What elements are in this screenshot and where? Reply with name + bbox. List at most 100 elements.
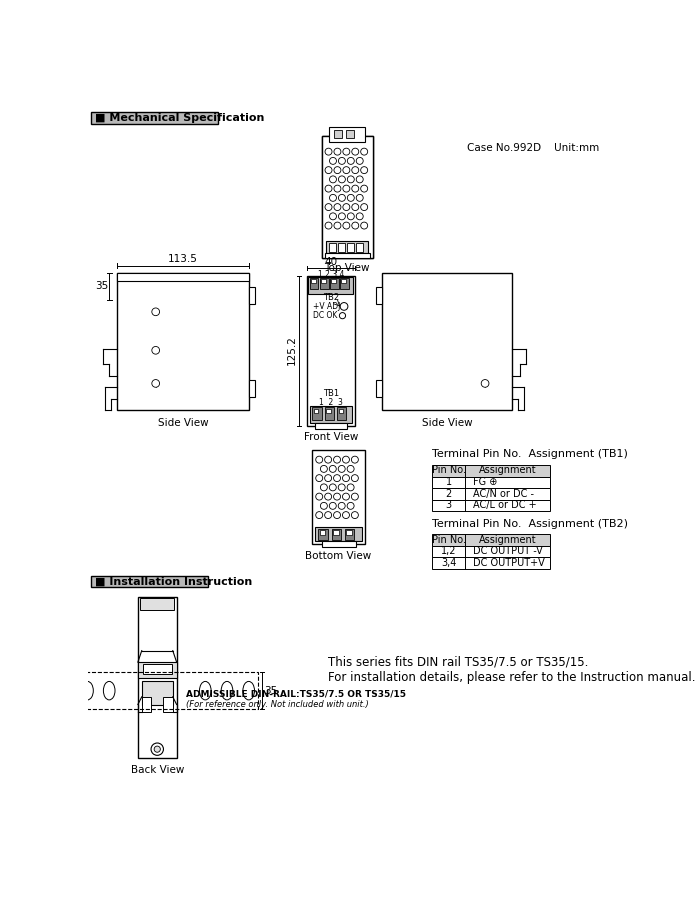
Circle shape [154, 746, 160, 753]
Circle shape [338, 194, 345, 201]
Text: 125.2: 125.2 [286, 335, 296, 365]
Text: Bottom View: Bottom View [305, 550, 372, 561]
Bar [346, 130, 354, 137]
Text: ADMISSIBLE DIN-RAIL:TS35/7.5 OR TS35/15: ADMISSIBLE DIN-RAIL:TS35/7.5 OR TS35/15 [186, 690, 406, 699]
Circle shape [356, 213, 363, 220]
Circle shape [352, 222, 358, 229]
Text: 113.5: 113.5 [168, 254, 198, 264]
Bar [117, 273, 248, 410]
Bar [321, 136, 372, 258]
Circle shape [352, 185, 358, 192]
Circle shape [334, 475, 340, 481]
Text: Assignment: Assignment [479, 465, 536, 475]
Circle shape [343, 167, 350, 173]
Ellipse shape [243, 682, 255, 700]
Text: Back View: Back View [131, 765, 184, 775]
Circle shape [347, 484, 354, 491]
Circle shape [334, 167, 341, 173]
Circle shape [342, 493, 349, 500]
Circle shape [347, 176, 354, 183]
Circle shape [334, 204, 341, 210]
Bar [332, 529, 341, 540]
Circle shape [316, 493, 323, 500]
Circle shape [347, 194, 354, 201]
Bar [433, 499, 550, 511]
Text: Case No.992D    Unit:mm: Case No.992D Unit:mm [468, 143, 599, 153]
Circle shape [360, 204, 368, 210]
Bar [376, 380, 382, 397]
Bar [334, 130, 342, 137]
Bar [138, 662, 176, 678]
Bar [433, 489, 550, 499]
Text: Pin No.: Pin No. [432, 465, 466, 475]
Text: AC/N or DC -: AC/N or DC - [473, 489, 533, 498]
Circle shape [356, 176, 363, 183]
Circle shape [325, 185, 332, 192]
Circle shape [334, 456, 340, 463]
Text: ■ Mechanical Specification: ■ Mechanical Specification [95, 113, 265, 123]
Text: DC OUTPUT+V: DC OUTPUT+V [473, 558, 545, 568]
Text: Terminal Pin No.  Assignment (TB2): Terminal Pin No. Assignment (TB2) [433, 518, 629, 529]
Circle shape [338, 465, 345, 472]
Circle shape [334, 222, 341, 229]
Bar [312, 451, 365, 544]
Circle shape [325, 475, 332, 481]
Circle shape [152, 347, 160, 354]
Circle shape [360, 222, 368, 229]
Bar [314, 409, 318, 413]
Circle shape [360, 167, 368, 173]
Circle shape [329, 465, 336, 472]
Circle shape [347, 157, 354, 164]
Bar [337, 408, 346, 419]
Circle shape [338, 502, 345, 509]
Circle shape [325, 167, 332, 173]
Circle shape [334, 493, 340, 500]
Circle shape [343, 185, 350, 192]
Text: 35: 35 [264, 686, 277, 696]
Circle shape [325, 493, 332, 500]
Text: 1: 1 [446, 477, 452, 487]
Ellipse shape [104, 682, 115, 700]
Bar [320, 277, 328, 289]
Circle shape [321, 502, 328, 509]
Bar [376, 287, 382, 304]
Circle shape [481, 380, 489, 387]
Bar [321, 136, 372, 258]
Bar [328, 242, 335, 251]
Circle shape [151, 743, 163, 755]
Bar [331, 279, 336, 284]
Bar [325, 253, 370, 258]
Text: DC OUTPUT -V: DC OUTPUT -V [473, 546, 542, 556]
Bar [307, 276, 355, 426]
Text: Assignment: Assignment [479, 534, 536, 545]
Bar [141, 682, 173, 705]
Bar [339, 409, 343, 413]
Text: (For reference only. Not included with unit.): (For reference only. Not included with u… [186, 700, 369, 709]
Circle shape [329, 502, 336, 509]
Bar [433, 558, 550, 569]
Circle shape [342, 512, 349, 518]
Circle shape [352, 148, 358, 155]
Circle shape [352, 167, 358, 173]
Text: FG ⊕: FG ⊕ [473, 477, 497, 487]
Bar [163, 697, 173, 712]
Circle shape [325, 204, 332, 210]
Bar [345, 529, 354, 540]
Text: ■ Installation Instruction: ■ Installation Instruction [95, 577, 253, 586]
Bar [92, 112, 218, 124]
Circle shape [351, 456, 358, 463]
Text: 3: 3 [446, 500, 452, 510]
Circle shape [360, 148, 368, 155]
Circle shape [316, 475, 323, 481]
Circle shape [343, 204, 350, 210]
Circle shape [316, 456, 323, 463]
Bar [310, 406, 352, 423]
Circle shape [351, 512, 358, 518]
Circle shape [347, 213, 354, 220]
Text: 1 2 3 4: 1 2 3 4 [318, 269, 344, 278]
Circle shape [325, 222, 332, 229]
Bar [311, 279, 316, 284]
Bar [315, 527, 362, 541]
Bar [320, 531, 326, 535]
Text: DC OK: DC OK [313, 312, 337, 321]
